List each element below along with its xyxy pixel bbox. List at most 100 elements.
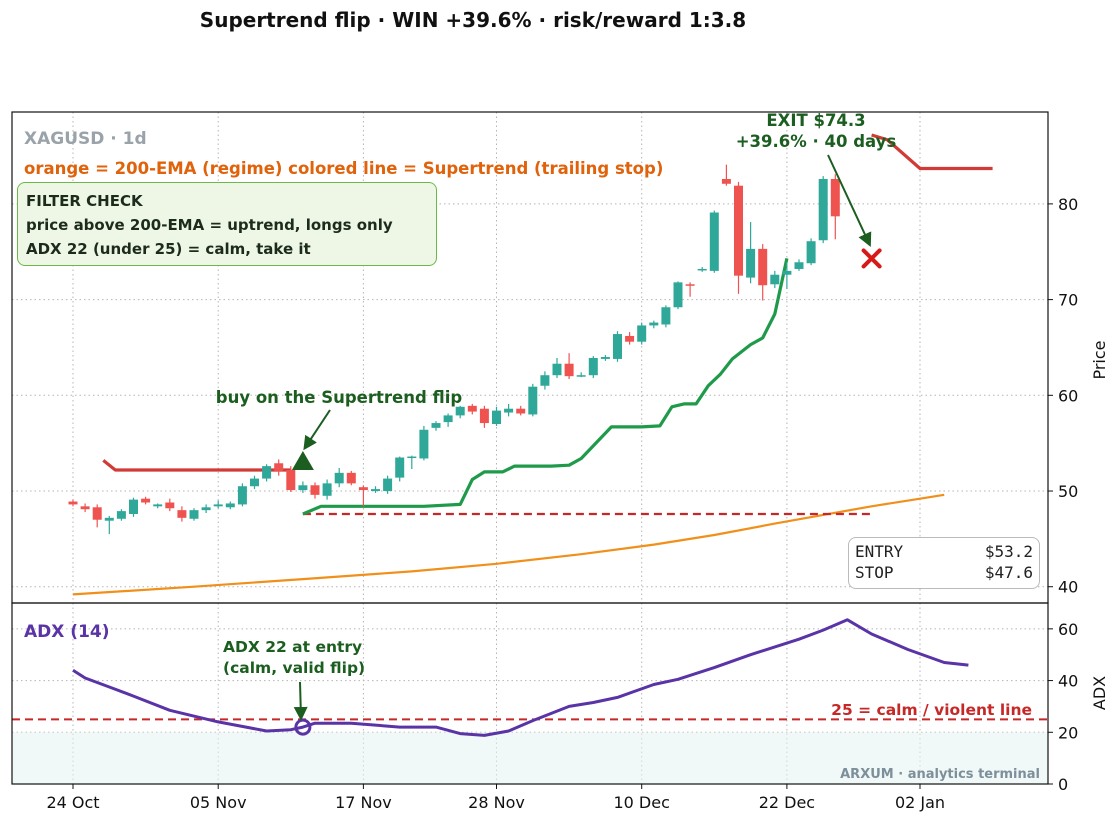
candle-body (201, 507, 211, 511)
candle-body (189, 510, 199, 519)
candle-body (68, 501, 78, 505)
candle-body (467, 405, 477, 412)
exit-annotation-arrow (827, 154, 872, 247)
candle (782, 262, 792, 290)
candle (770, 270, 780, 289)
candle-body (80, 506, 90, 510)
candle-body (600, 357, 610, 359)
candle-body (310, 485, 320, 495)
candle (189, 508, 199, 521)
candle (153, 503, 163, 509)
chart-labels: XAGUSD · 1d orange = 200-EMA (regime) col… (24, 111, 1040, 782)
supertrend-up-line (302, 258, 789, 516)
candle-body (225, 503, 235, 508)
candle (104, 515, 114, 535)
candle-body (516, 408, 526, 414)
stop-label: STOP (855, 563, 894, 582)
candle-body (116, 511, 126, 519)
x-tick-label: 17 Nov (335, 793, 392, 812)
candle (274, 459, 284, 476)
x-tick-label: 24 Oct (46, 793, 99, 812)
candle-body (492, 410, 501, 425)
adx-panel-frame (11, 602, 1049, 785)
supertrend-lines (102, 133, 993, 516)
exit-x-marker (861, 248, 882, 269)
candle (358, 485, 368, 507)
candle (564, 353, 574, 380)
candle-body (564, 363, 574, 377)
candle (443, 413, 453, 427)
adx-annotation-line-2: (calm, valid flip) (223, 659, 365, 677)
candle-body (334, 472, 344, 484)
candle (613, 331, 622, 362)
candle (467, 403, 477, 415)
candle (806, 238, 816, 266)
candle (492, 406, 501, 426)
price-axis-label: Price (1090, 340, 1109, 379)
candle-body (262, 466, 272, 479)
symbol-label: XAGUSD · 1d (24, 129, 147, 149)
candle-body (721, 178, 731, 184)
candle-body (552, 363, 562, 376)
candle-body (237, 486, 247, 505)
adx-polyline (72, 618, 969, 737)
candle (625, 332, 635, 345)
candle (685, 282, 695, 297)
candle-body (395, 457, 405, 478)
adx-axis-label: ADX (1090, 676, 1109, 710)
entry-level-row: ENTRY $53.2 (855, 541, 1033, 562)
candle-body (818, 178, 828, 241)
candle-body (153, 504, 163, 507)
candle-body (92, 507, 102, 520)
candle-body (504, 408, 514, 413)
candle-body (358, 487, 368, 491)
stop-value: $47.6 (984, 563, 1033, 582)
candle (746, 222, 756, 284)
adx-ytick-label: 60 (1058, 620, 1078, 639)
candle (334, 468, 344, 488)
candle-body (649, 322, 659, 326)
candle (661, 305, 671, 328)
candle (322, 479, 332, 500)
candle (177, 506, 187, 522)
candle (431, 421, 441, 431)
candle-body (274, 463, 284, 471)
candle (346, 470, 356, 486)
buy-annotation-arrow (303, 409, 331, 451)
candle-body (806, 241, 816, 264)
adx-panel-title: ADX (14) (24, 622, 110, 642)
candle (395, 456, 405, 482)
legend-text: orange = 200-EMA (regime) colored line =… (24, 159, 663, 178)
entry-label: ENTRY (855, 542, 904, 561)
supertrend-down-segment (871, 133, 993, 171)
candle-body (528, 386, 538, 415)
candle (734, 181, 743, 294)
filter-check-line-2: ADX 22 (under 25) = calm, take it (26, 240, 311, 258)
candle-body (830, 178, 840, 217)
candle-body (141, 498, 151, 503)
adx-threshold-label: 25 = calm / violent line (831, 701, 1032, 719)
candle-body (758, 248, 768, 286)
candle-body (746, 248, 756, 278)
candle (286, 466, 296, 492)
entry-value: $53.2 (984, 542, 1033, 561)
candle-body (794, 262, 804, 269)
exit-annotation-line-1: EXIT $74.3 (766, 111, 865, 130)
trade-markers (291, 154, 882, 470)
candle (552, 357, 562, 379)
candle-body (770, 274, 780, 285)
ema-200-line (72, 493, 945, 596)
candle (588, 356, 598, 379)
candle (419, 425, 429, 461)
candle (528, 383, 538, 417)
candlesticks (68, 164, 840, 535)
candle-body (213, 504, 223, 507)
candle (600, 355, 610, 361)
candle-body (165, 502, 175, 509)
candle (637, 322, 647, 345)
x-tick-label: 02 Jan (895, 793, 945, 812)
entry-triangle-marker (291, 450, 314, 470)
adx-line (12, 618, 1048, 737)
candle (673, 281, 683, 310)
candle (92, 504, 102, 528)
